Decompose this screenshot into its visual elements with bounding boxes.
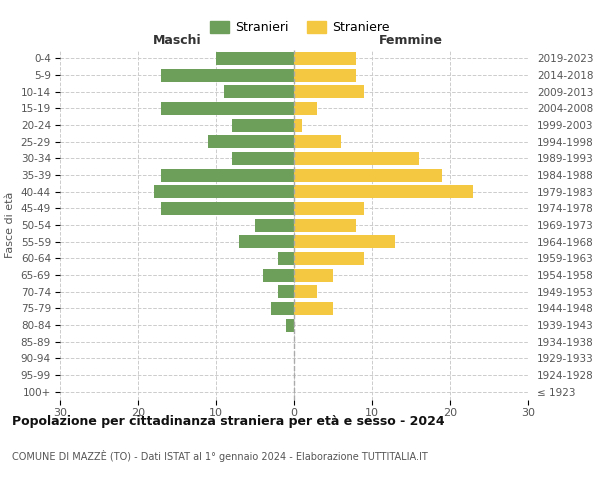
Text: Maschi: Maschi [152,34,202,46]
Bar [294,52,356,65]
Bar [294,135,341,148]
Bar [294,268,333,281]
Bar [161,102,294,115]
Bar [294,118,302,132]
Bar [232,118,294,132]
Bar [224,85,294,98]
Bar [161,68,294,82]
Bar [216,52,294,65]
Bar [294,85,364,98]
Bar [271,302,294,315]
Text: COMUNE DI MAZZÈ (TO) - Dati ISTAT al 1° gennaio 2024 - Elaborazione TUTTITALIA.I: COMUNE DI MAZZÈ (TO) - Dati ISTAT al 1° … [12,450,428,462]
Bar [294,102,317,115]
Bar [294,218,356,232]
Bar [294,202,364,215]
Bar [294,235,395,248]
Bar [278,285,294,298]
Bar [232,152,294,165]
Legend: Stranieri, Straniere: Stranieri, Straniere [205,16,395,40]
Bar [239,235,294,248]
Bar [263,268,294,281]
Bar [294,152,419,165]
Bar [294,302,333,315]
Text: Femmine: Femmine [379,34,443,46]
Bar [286,318,294,332]
Bar [154,185,294,198]
Bar [255,218,294,232]
Text: Popolazione per cittadinanza straniera per età e sesso - 2024: Popolazione per cittadinanza straniera p… [12,415,445,428]
Bar [294,68,356,82]
Bar [278,252,294,265]
Bar [294,285,317,298]
Bar [294,168,442,181]
Bar [161,202,294,215]
Bar [294,252,364,265]
Bar [161,168,294,181]
Bar [208,135,294,148]
Y-axis label: Fasce di età: Fasce di età [5,192,15,258]
Bar [294,185,473,198]
